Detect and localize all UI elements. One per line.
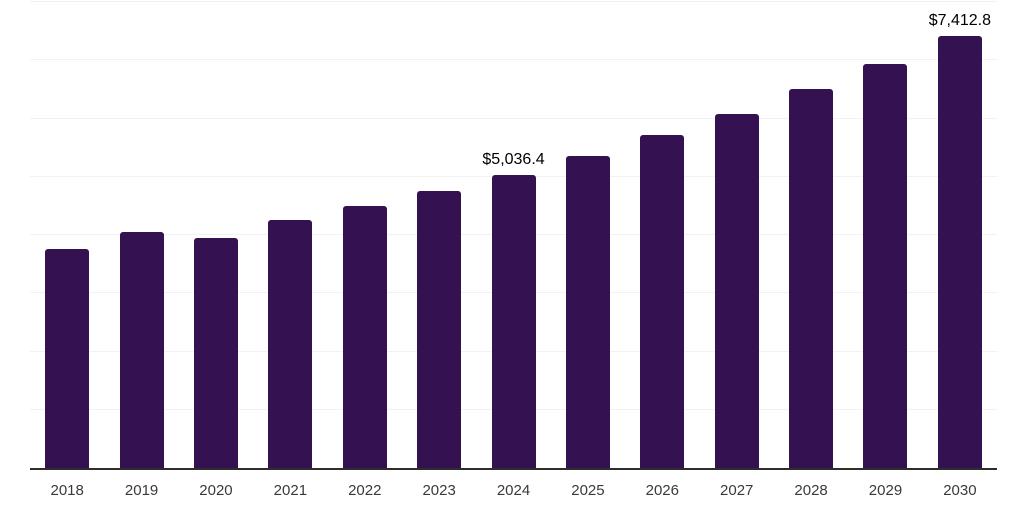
bar-2019 [119, 232, 164, 468]
bar-slot [402, 2, 476, 468]
value-label-2030: $7,412.8 [928, 12, 992, 30]
bar-slot [848, 2, 922, 468]
x-axis-tick-labels: 2018 2019 2020 2021 2022 2023 2024 2025 2026 2027… [30, 482, 997, 499]
x-tick-label-2025: 2025 [571, 482, 605, 499]
x-tick-label-2024: 2024 [496, 482, 531, 499]
bar-2022 [342, 205, 387, 468]
gridline [30, 117, 997, 119]
x-tick-label-2019: 2019 [124, 482, 159, 499]
bar-slot [104, 2, 178, 468]
plot-area: $5,036.4 $7,412.8 [30, 1, 997, 470]
bar-slot [30, 2, 104, 468]
x-axis-line [30, 468, 997, 470]
bar-2026 [640, 135, 685, 468]
x-tick-label-2018: 2018 [50, 482, 84, 499]
bar-slot: $7,412.8 [923, 2, 997, 468]
bar-slot [700, 2, 774, 468]
bar-2030: $7,412.8 [929, 12, 991, 468]
bar-series: $5,036.4 $7,412.8 [30, 2, 997, 468]
bar-slot [179, 2, 253, 468]
x-tick-label-2023: 2023 [422, 482, 456, 499]
bar-slot [253, 2, 327, 468]
bar-2023 [417, 190, 462, 468]
x-tick-label-2026: 2026 [645, 482, 679, 499]
bar-2024: $5,036.4 [482, 151, 545, 468]
x-tick-label-2028: 2028 [794, 482, 828, 499]
bar-slot [774, 2, 848, 468]
bar-2029 [863, 64, 908, 468]
x-tick-label-2022: 2022 [348, 482, 382, 499]
x-tick-label-2027: 2027 [720, 482, 754, 499]
x-tick-label-2021: 2021 [273, 482, 308, 499]
x-tick-label-2030: 2030 [943, 482, 977, 499]
bar-slot: $5,036.4 [476, 2, 550, 468]
bar-2018 [45, 248, 90, 468]
bar-2025 [565, 155, 610, 468]
bar-2027 [714, 113, 759, 468]
x-tick-label-2029: 2029 [868, 482, 903, 499]
bar-2028 [789, 89, 834, 468]
gridline [30, 1, 997, 2]
bar-2020 [193, 237, 238, 468]
x-tick-label-2020: 2020 [199, 482, 233, 499]
bar-slot [551, 2, 625, 468]
bar-slot [328, 2, 402, 468]
value-label-2024: $5,036.4 [482, 150, 545, 168]
bar-slot [625, 2, 699, 468]
bar-2021 [268, 220, 313, 468]
gridline [30, 59, 997, 61]
